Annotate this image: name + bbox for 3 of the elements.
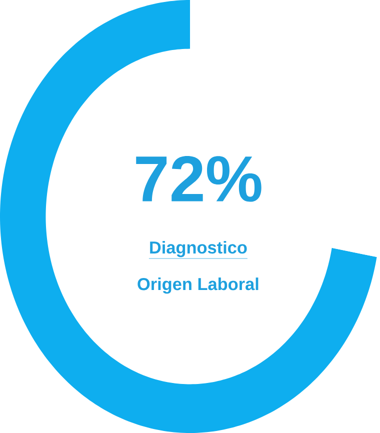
text: Origen Laboral [138,278,258,294]
data-label: 72% [136,156,262,202]
text: Diagnostico [150,240,247,258]
